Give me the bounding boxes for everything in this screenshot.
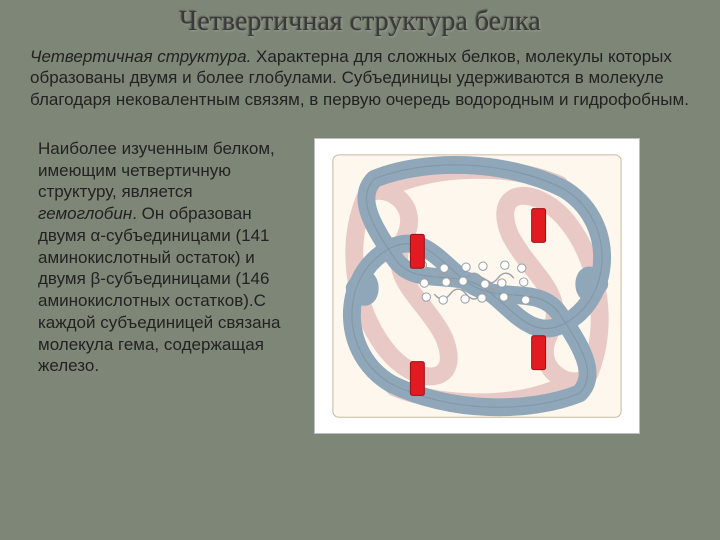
left-text-a: Наиболее изученным белком, имеющим четве… bbox=[38, 139, 275, 202]
heme-rect bbox=[410, 361, 424, 395]
bond-circle bbox=[518, 264, 526, 272]
bond-circle bbox=[520, 278, 528, 286]
heme-rect bbox=[532, 336, 546, 370]
bond-circle bbox=[479, 262, 487, 270]
bond-circle bbox=[478, 294, 486, 302]
heme-rect bbox=[410, 234, 424, 268]
bond-circle bbox=[442, 278, 450, 286]
bond-circle bbox=[500, 293, 508, 301]
intro-paragraph: Четвертичная структура. Характерна для с… bbox=[0, 46, 720, 122]
hemoglobin-term: гемоглобин bbox=[38, 204, 132, 223]
bond-circle bbox=[481, 280, 489, 288]
hemoglobin-figure bbox=[314, 138, 640, 434]
left-paragraph: Наиболее изученным белком, имеющим четве… bbox=[38, 138, 296, 434]
bond-circle bbox=[459, 277, 467, 285]
bond-circle bbox=[422, 293, 430, 301]
bond-circle bbox=[498, 279, 506, 287]
left-text-b: . Он образован двумя α-субъединицами (14… bbox=[38, 204, 280, 375]
bond-circle bbox=[522, 296, 530, 304]
intro-lead: Четвертичная структура. bbox=[30, 47, 251, 66]
bond-circle bbox=[440, 264, 448, 272]
heme-rect bbox=[532, 208, 546, 242]
bond-circle bbox=[439, 296, 447, 304]
bond-circle bbox=[462, 263, 470, 271]
hemoglobin-svg bbox=[315, 139, 639, 433]
bond-circle bbox=[420, 279, 428, 287]
slide-title: Четвертичная структура белка bbox=[0, 0, 720, 46]
bond-circle bbox=[501, 261, 509, 269]
content-row: Наиболее изученным белком, имеющим четве… bbox=[0, 122, 720, 434]
bond-circle bbox=[461, 295, 469, 303]
figure-wrap bbox=[314, 138, 692, 434]
